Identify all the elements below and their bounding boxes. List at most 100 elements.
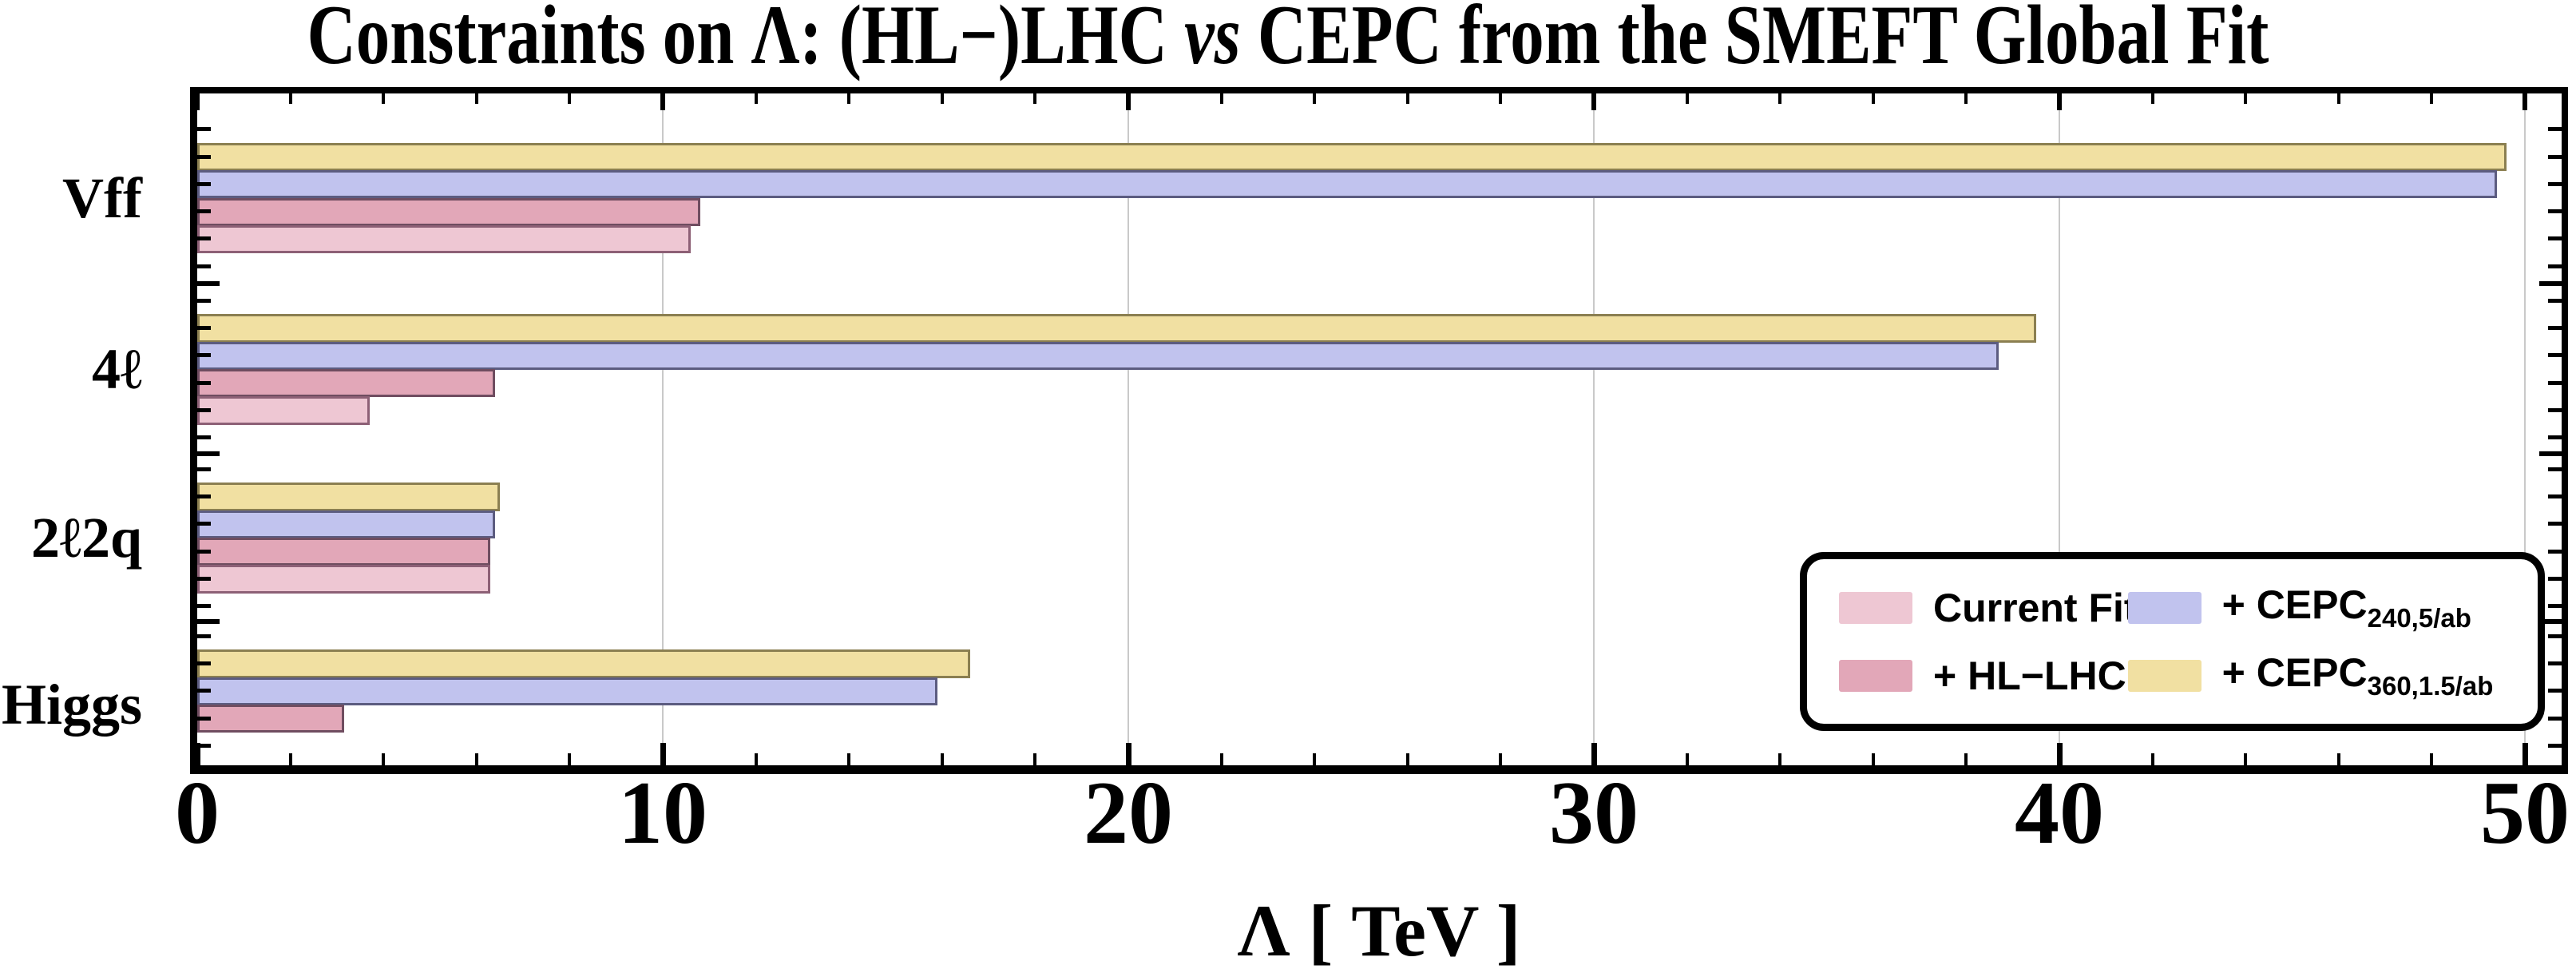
bar-4l-current-fit [197, 396, 370, 425]
y-tick [197, 689, 211, 693]
y-tick [197, 494, 211, 499]
bar-higgs-cepc-240 [197, 677, 937, 705]
category-label-4l: 4ℓ [92, 337, 142, 401]
category-label-higgs: Higgs [1, 673, 142, 737]
bar-vff-cepc-240 [197, 170, 2498, 199]
gridline-40-tev [2059, 93, 2060, 765]
y-tick [197, 435, 211, 440]
x-tick-label-30: 30 [1549, 764, 1639, 863]
legend-label-subscript-cepc-360: 360,1.5/ab [2367, 670, 2494, 701]
x-minor-tick-top [1499, 93, 1503, 104]
y-tick-long-right [2539, 451, 2562, 456]
y-tick [197, 353, 211, 358]
x-minor-tick [2244, 753, 2248, 765]
x-minor-tick-top [1313, 93, 1317, 104]
gridline-20-tev [1127, 93, 1129, 765]
bar-4l-cepc-360 [197, 314, 2036, 343]
bar-2l2q-cepc-240 [197, 510, 496, 538]
x-minor-tick-top [1219, 93, 1223, 104]
x-minor-tick-top [474, 93, 478, 104]
x-major-tick [194, 743, 200, 765]
y-tick-right [2548, 264, 2562, 268]
y-tick [197, 661, 211, 666]
x-minor-tick [2430, 753, 2434, 765]
x-tick-label-10: 10 [618, 764, 707, 863]
bar-vff-cepc-360 [197, 142, 2507, 172]
x-minor-tick [2336, 753, 2340, 765]
y-tick-right [2548, 353, 2562, 358]
y-tick-long-right [2539, 280, 2562, 286]
y-tick-right [2548, 743, 2562, 748]
y-tick-long [197, 280, 220, 286]
x-tick-label-0: 0 [175, 764, 220, 863]
x-minor-tick [1219, 753, 1223, 765]
x-minor-tick-top [1871, 93, 1875, 104]
x-minor-tick [1685, 753, 1689, 765]
x-minor-tick-top [288, 93, 292, 104]
legend-swatch-current-fit [1839, 591, 1912, 624]
chart-title-vs: vs [1184, 0, 1241, 81]
bar-vff-hl-lhc [197, 197, 700, 226]
legend-swatch-hl-lhc [1839, 659, 1912, 692]
y-tick-right [2548, 209, 2562, 214]
x-major-tick-top [1591, 93, 1596, 110]
legend-label-cepc-240: + CEPC240,5/ab [2221, 582, 2471, 633]
x-minor-tick [288, 753, 292, 765]
y-tick-right [2548, 522, 2562, 526]
y-tick [197, 407, 211, 412]
x-major-tick [1591, 743, 1597, 765]
y-tick [197, 236, 211, 241]
bar-4l-hl-lhc [197, 369, 496, 398]
x-tick-label-40: 40 [2015, 764, 2104, 863]
x-minor-tick [474, 753, 478, 765]
x-minor-tick-top [2150, 93, 2154, 104]
x-major-tick [2056, 743, 2063, 765]
x-minor-tick [1405, 753, 1409, 765]
y-tick [197, 209, 211, 214]
x-minor-tick-top [1778, 93, 1782, 104]
y-tick [197, 743, 211, 748]
x-major-tick [660, 743, 666, 765]
y-tick [197, 633, 211, 638]
y-tick [197, 522, 211, 526]
y-tick [197, 380, 211, 385]
x-minor-tick-top [847, 93, 851, 104]
bar-4l-cepc-240 [197, 341, 1999, 370]
bar-vff-current-fit [197, 224, 691, 254]
x-minor-tick [568, 753, 572, 765]
y-tick-right [2548, 326, 2562, 331]
y-tick-right [2548, 407, 2562, 412]
plot-area [194, 93, 2562, 765]
legend-swatch-cepc-360 [2127, 659, 2201, 692]
x-minor-tick-top [382, 93, 386, 104]
y-tick-right [2548, 127, 2562, 132]
x-major-tick-top [660, 93, 665, 110]
y-tick-right [2548, 154, 2562, 159]
x-minor-tick-top [1964, 93, 1968, 104]
y-tick-right [2548, 236, 2562, 241]
y-tick-long [197, 618, 220, 624]
x-tick-label-50: 50 [2480, 764, 2570, 863]
y-tick-long-right [2539, 618, 2562, 624]
y-tick [197, 181, 211, 186]
y-tick [197, 716, 211, 721]
x-major-tick-top [1126, 93, 1131, 110]
x-minor-tick [754, 753, 758, 765]
x-minor-tick-top [940, 93, 944, 104]
legend-label-hl-lhc: + HL−LHC [1933, 653, 2126, 698]
y-tick-right [2548, 494, 2562, 499]
y-tick-right [2548, 549, 2562, 554]
chart-title-post: CEPC from the SMEFT Global Fit [1240, 0, 2269, 81]
x-minor-tick [1778, 753, 1782, 765]
y-tick-right [2548, 661, 2562, 666]
y-tick-long [197, 451, 220, 456]
x-minor-tick-top [2244, 93, 2248, 104]
category-label-2l2q: 2ℓ2q [30, 506, 142, 570]
bar-2l2q-hl-lhc [197, 538, 491, 566]
gridline-10-tev [662, 93, 664, 765]
x-minor-tick [847, 753, 851, 765]
gridline-30-tev [1593, 93, 1595, 765]
x-tick-label-20: 20 [1084, 764, 1173, 863]
legend-item-current-fit: Current Fit [1839, 588, 2138, 628]
y-tick [197, 576, 211, 581]
